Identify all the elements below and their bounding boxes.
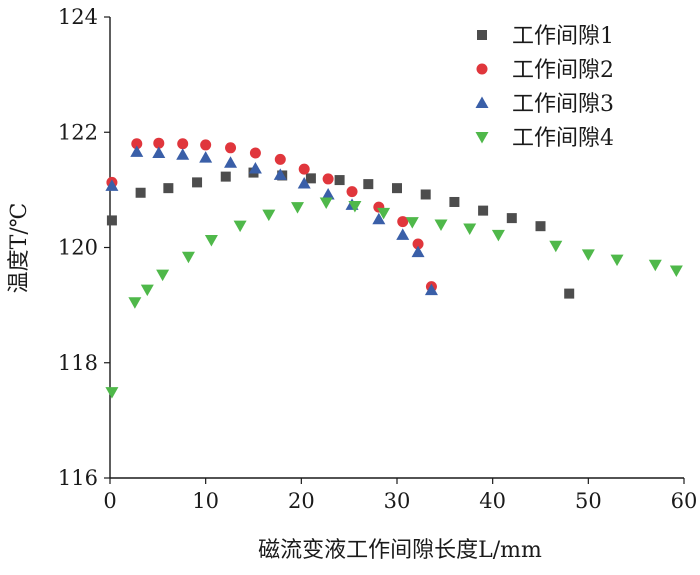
data-point bbox=[334, 175, 345, 186]
data-point bbox=[105, 179, 119, 191]
data-point bbox=[648, 259, 662, 272]
data-point bbox=[199, 151, 213, 163]
y-tick-label: 118 bbox=[58, 351, 98, 375]
data-point bbox=[105, 387, 119, 399]
data-point bbox=[233, 220, 247, 233]
data-point bbox=[449, 196, 460, 207]
legend-marker bbox=[477, 30, 487, 40]
data-point bbox=[669, 265, 683, 278]
x-tick-label: 0 bbox=[103, 489, 116, 513]
y-tick-label: 120 bbox=[58, 236, 98, 260]
data-point bbox=[397, 216, 409, 228]
data-point bbox=[463, 223, 477, 235]
data-point bbox=[298, 163, 310, 175]
data-point bbox=[491, 229, 505, 242]
data-point bbox=[424, 283, 438, 296]
data-point bbox=[153, 137, 165, 149]
legend-marker bbox=[475, 132, 489, 144]
data-point bbox=[322, 173, 334, 185]
y-tick-label: 122 bbox=[58, 120, 98, 144]
x-tick-label: 40 bbox=[479, 489, 506, 513]
series-1 bbox=[106, 167, 575, 299]
x-axis-title: 磁流变液工作间隙长度L/mm bbox=[258, 538, 542, 563]
data-point bbox=[321, 187, 335, 200]
legend-label: 工作间隙4 bbox=[512, 126, 614, 151]
data-point bbox=[434, 219, 448, 231]
data-point bbox=[248, 162, 262, 174]
data-point bbox=[176, 148, 190, 160]
legend-marker bbox=[475, 96, 489, 108]
data-point bbox=[192, 177, 203, 188]
data-point bbox=[411, 245, 425, 258]
data-point bbox=[412, 238, 424, 250]
data-point bbox=[200, 139, 212, 151]
data-point bbox=[273, 168, 287, 180]
legend-label: 工作间隙3 bbox=[512, 92, 614, 117]
x-tick-label: 30 bbox=[384, 489, 411, 513]
data-point bbox=[377, 207, 391, 220]
series-3 bbox=[105, 145, 438, 296]
data-point bbox=[363, 179, 374, 190]
data-point bbox=[156, 269, 170, 282]
data-point bbox=[291, 202, 305, 214]
data-point bbox=[305, 173, 316, 184]
data-point bbox=[163, 183, 174, 194]
data-point bbox=[506, 213, 517, 224]
data-point bbox=[204, 235, 218, 247]
y-tick-label: 116 bbox=[58, 466, 98, 490]
data-point bbox=[396, 228, 410, 240]
data-point bbox=[297, 177, 311, 189]
data-point bbox=[225, 142, 237, 154]
data-point bbox=[128, 297, 142, 309]
data-point bbox=[135, 187, 146, 198]
series-4 bbox=[105, 197, 683, 399]
data-point bbox=[392, 183, 402, 194]
legend-label: 工作间隙2 bbox=[512, 58, 614, 83]
legend-label: 工作间隙1 bbox=[512, 24, 614, 49]
data-point bbox=[581, 249, 595, 261]
data-point bbox=[224, 156, 238, 168]
data-point bbox=[348, 201, 362, 213]
data-point bbox=[262, 209, 276, 222]
data-point bbox=[249, 147, 261, 159]
data-point bbox=[549, 240, 563, 253]
data-point bbox=[106, 215, 117, 226]
data-point bbox=[610, 254, 624, 267]
legend-marker bbox=[476, 63, 488, 75]
axes: 0 10 20 30 40 50 60 116 118 120 122 124 bbox=[58, 5, 697, 513]
data-point bbox=[372, 212, 386, 225]
data-point bbox=[181, 251, 195, 264]
data-point bbox=[140, 284, 154, 297]
data-point bbox=[131, 138, 143, 150]
data-point bbox=[152, 146, 166, 158]
data-point bbox=[346, 186, 358, 198]
x-tick-label: 20 bbox=[288, 489, 315, 513]
data-point bbox=[130, 145, 144, 157]
data-point bbox=[564, 288, 575, 299]
data-point bbox=[478, 205, 489, 216]
legend: 工作间隙1 工作间隙2 工作间隙3 工作间隙4 bbox=[475, 24, 614, 151]
x-tick-label: 50 bbox=[575, 489, 602, 513]
data-points bbox=[105, 137, 683, 399]
data-point bbox=[274, 153, 286, 165]
data-point bbox=[319, 197, 333, 210]
data-point bbox=[177, 138, 189, 150]
data-point bbox=[220, 171, 231, 182]
y-tick-label: 124 bbox=[58, 5, 98, 29]
x-tick-label: 60 bbox=[671, 489, 698, 513]
data-point bbox=[535, 221, 546, 232]
data-point bbox=[405, 217, 419, 229]
data-point bbox=[420, 189, 431, 200]
x-tick-label: 10 bbox=[192, 489, 219, 513]
y-axis-title: 温度T/℃ bbox=[7, 203, 32, 294]
